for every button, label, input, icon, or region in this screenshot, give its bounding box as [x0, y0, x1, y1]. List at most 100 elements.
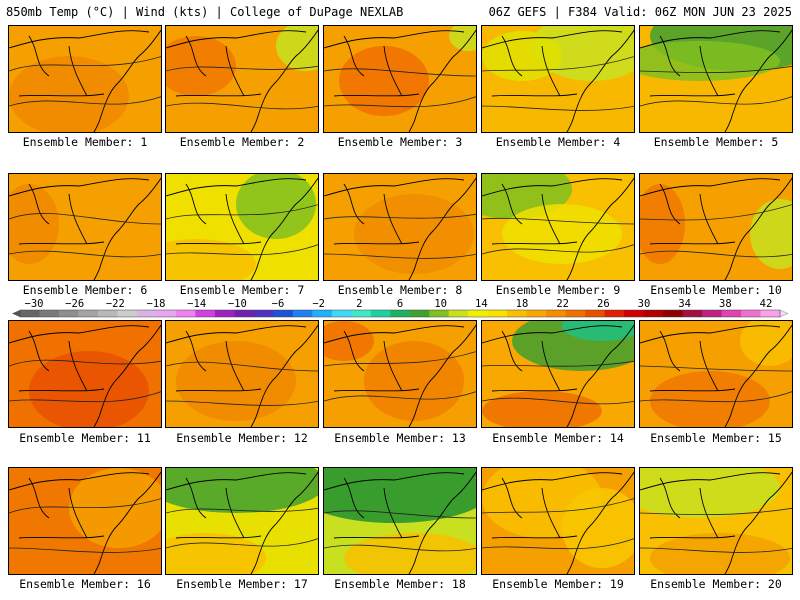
temperature-field: [9, 26, 161, 132]
ensemble-member-label: Ensemble Member: 3: [337, 135, 463, 149]
height-contours: [166, 361, 318, 406]
colorbar-tick-label: 14: [475, 298, 488, 310]
ensemble-member-label: Ensemble Member: 20: [650, 577, 782, 591]
colorbar-tick-label: −10: [228, 298, 247, 310]
ensemble-member-label: Ensemble Member: 13: [334, 431, 466, 445]
ensemble-member-map: [639, 173, 793, 281]
state-boundaries: [324, 29, 476, 132]
ensemble-member-label: Ensemble Member: 1: [22, 135, 148, 149]
ensemble-member-map: [481, 25, 635, 133]
colorbar-swatch: [546, 310, 567, 317]
ensemble-member-label: Ensemble Member: 12: [176, 431, 308, 445]
ensemble-member-label: Ensemble Member: 14: [492, 431, 624, 445]
height-contours: [640, 507, 792, 553]
state-boundaries: [9, 324, 161, 427]
ensemble-member-map: [639, 467, 793, 575]
colorbar-tick-label: 2: [356, 298, 362, 310]
colorbar-swatch: [429, 310, 450, 317]
ensemble-member-map: [481, 467, 635, 575]
ensemble-member-map: [8, 320, 162, 428]
height-contours: [640, 65, 792, 107]
state-boundaries: [9, 471, 161, 574]
temperature-field: [9, 174, 161, 280]
colorbar-swatch: [565, 310, 586, 317]
colorbar-tick-label: 34: [678, 298, 691, 310]
state-boundaries: [166, 471, 318, 574]
height-contours: [324, 213, 476, 259]
colorbar-tick-label: 22: [556, 298, 569, 310]
chart-title: 850mb Temp (°C) | Wind (kts) | College o…: [6, 5, 404, 19]
height-contours: [324, 351, 476, 402]
colorbar-swatch: [253, 310, 274, 317]
colorbar-swatch: [643, 310, 664, 317]
colorbar-swatch: [507, 310, 528, 317]
temperature-field: [166, 468, 318, 574]
colorbar-swatch: [682, 310, 703, 317]
state-boundaries: [324, 177, 476, 280]
colorbar-tick-label: 38: [719, 298, 732, 310]
ensemble-member-map: [639, 25, 793, 133]
ensemble-member-map: [165, 173, 319, 281]
temperature-colorbar: −30 −26 −22 −18 −14 −10 −6 −2 2 6 10 14 18 22 26 30 34 38…: [12, 298, 788, 318]
colorbar-swatch: [604, 310, 625, 317]
temperature-field: [324, 26, 476, 132]
height-contours: [9, 359, 161, 403]
colorbar-swatch: [58, 310, 79, 317]
state-boundaries: [324, 471, 476, 574]
ensemble-member-map: [323, 320, 477, 428]
colorbar-swatch: [117, 310, 138, 317]
colorbar-swatch: [234, 310, 255, 317]
ensemble-member-label: Ensemble Member: 9: [495, 283, 621, 297]
state-boundaries: [166, 324, 318, 427]
colorbar-tick-label: −14: [187, 298, 206, 310]
colorbar-swatch: [97, 310, 118, 317]
colorbar-swatch: [390, 310, 411, 317]
height-contours: [324, 68, 476, 108]
colorbar-swatch: [195, 310, 216, 317]
height-contours: [482, 360, 634, 405]
height-contours: [166, 507, 318, 549]
colorbar-swatch: [487, 310, 508, 317]
state-boundaries: [166, 177, 318, 280]
colorbar-swatch: [273, 310, 294, 317]
colorbar-swatch: [741, 310, 762, 317]
ensemble-member-label: Ensemble Member: 18: [334, 577, 466, 591]
colorbar-swatch: [585, 310, 606, 317]
ensemble-member-label: Ensemble Member: 15: [650, 431, 782, 445]
colorbar-tick-label: 30: [638, 298, 651, 310]
height-contours: [9, 498, 161, 553]
state-boundaries: [9, 29, 161, 132]
height-contours: [482, 498, 634, 550]
height-contours: [9, 213, 161, 258]
colorbar-tick-label: −22: [106, 298, 125, 310]
temperature-field: [482, 468, 634, 574]
colorbar-swatch: [760, 310, 781, 317]
temperature-field: [482, 321, 634, 427]
ensemble-member-label: Ensemble Member: 8: [337, 283, 463, 297]
colorbar-swatch: [292, 310, 313, 317]
height-contours: [640, 365, 792, 403]
temperature-field: [324, 468, 476, 574]
height-contours: [166, 65, 318, 110]
height-contours: [640, 204, 792, 258]
colorbar-swatch: [175, 310, 196, 317]
height-contours: [166, 204, 318, 256]
ensemble-member-map: [165, 25, 319, 133]
colorbar-tick-label: −6: [272, 298, 285, 310]
colorbar-tick-label: −26: [65, 298, 84, 310]
colorbar-swatch: [702, 310, 723, 317]
ensemble-member-label: Ensemble Member: 6: [22, 283, 148, 297]
ensemble-member-label: Ensemble Member: 7: [179, 283, 305, 297]
ensemble-member-label: Ensemble Member: 11: [19, 431, 151, 445]
colorbar-tick-label: 10: [434, 298, 447, 310]
temperature-field: [9, 321, 161, 427]
state-boundaries: [166, 29, 318, 132]
state-boundaries: [482, 324, 634, 427]
colorbar-swatch: [526, 310, 547, 317]
temperature-field: [324, 321, 476, 427]
height-contours: [9, 56, 161, 107]
colorbar-swatch: [351, 310, 372, 317]
colorbar-swatch: [448, 310, 469, 317]
ensemble-member-label: Ensemble Member: 2: [179, 135, 305, 149]
colorbar-swatch: [78, 310, 99, 317]
